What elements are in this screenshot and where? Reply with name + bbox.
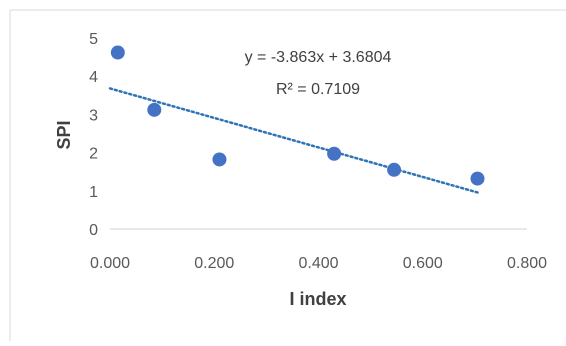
y-tick-label: 2	[89, 146, 98, 163]
x-tick-label: 0.600	[403, 255, 443, 272]
y-tick-label: 0	[89, 222, 98, 239]
data-point	[147, 102, 162, 117]
ticks-layer: 0.000 0.200 0.400 0.600 0.800 0 1 2 3 4 5	[89, 31, 547, 272]
trendline-layer	[108, 87, 479, 194]
y-tick-label: 4	[89, 69, 98, 86]
linear-trendline	[108, 87, 479, 194]
y-tick-label: 3	[89, 107, 98, 124]
x-tick-label: 0.400	[298, 255, 338, 272]
y-axis-title: SPI	[54, 120, 74, 149]
x-axis-title: I index	[289, 289, 346, 309]
data-point	[327, 146, 342, 161]
points-layer	[110, 45, 485, 186]
y-tick-label: 5	[89, 31, 98, 48]
data-point	[110, 45, 125, 60]
trendline-r-squared: R² = 0.7109	[276, 81, 360, 98]
x-tick-label: 0.800	[507, 255, 547, 272]
data-point	[212, 152, 227, 167]
trendline-equation: y = -3.863x + 3.6804	[245, 49, 392, 66]
x-tick-label: 0.200	[194, 255, 234, 272]
data-point	[470, 171, 485, 186]
x-tick-label: 0.000	[90, 255, 130, 272]
y-tick-label: 1	[89, 184, 98, 201]
data-point	[387, 162, 402, 177]
